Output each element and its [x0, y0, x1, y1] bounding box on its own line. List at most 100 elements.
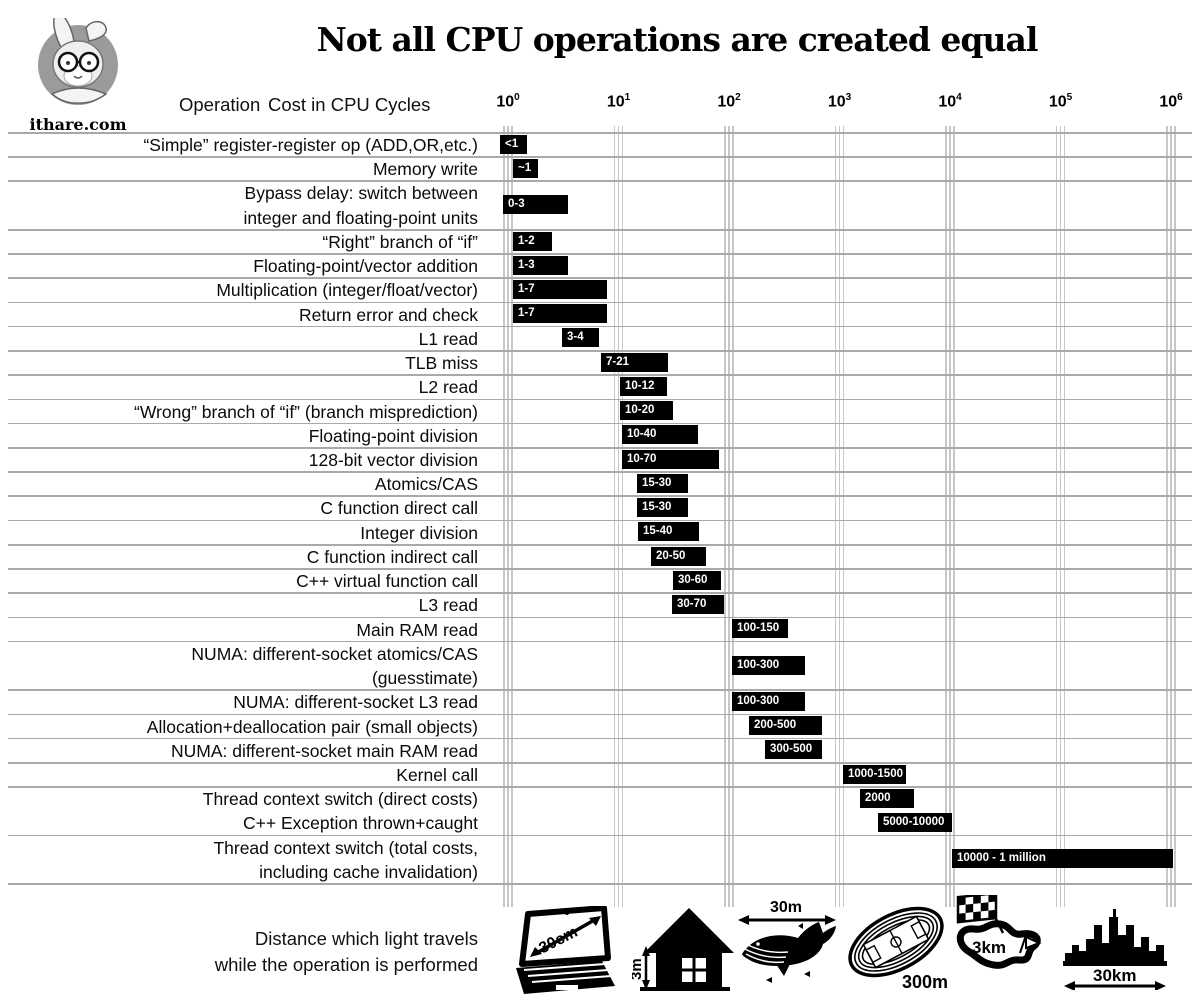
cost-bar: 15-30	[637, 473, 688, 493]
bar-range-label: 300-500	[770, 743, 813, 756]
operation-label: Multiplication (integer/float/vector)	[216, 280, 478, 301]
bar-range-label: 1-7	[518, 307, 535, 320]
row-divider	[8, 761, 1192, 764]
bar-range-label: 30-70	[677, 597, 707, 610]
operation-label: NUMA: different-socket L3 read	[233, 692, 478, 713]
decade-gridline	[613, 126, 616, 907]
cost-bar: 10-40	[622, 425, 698, 445]
row-divider	[8, 301, 1192, 304]
decade-gridline	[842, 126, 845, 907]
bar-range-label: ~1	[518, 161, 532, 174]
cost-bar: 2000	[860, 788, 914, 808]
cost-bar: 30-60	[673, 570, 721, 590]
cost-bar: 1-7	[513, 279, 607, 299]
cost-column-header: Cost in CPU Cycles	[268, 94, 431, 115]
light-distance-caption: Distance which light travels while the o…	[8, 926, 478, 978]
operation-label: including cache invalidation)	[259, 861, 478, 882]
operation-label: L3 read	[418, 595, 478, 616]
row-divider	[8, 398, 1192, 401]
operation-label: integer and floating-point units	[243, 207, 478, 228]
operation-label: “Simple” register-register op (ADD,OR,et…	[143, 135, 478, 155]
row-divider	[8, 277, 1192, 279]
row-divider	[8, 422, 1192, 425]
bar-range-label: 200-500	[754, 719, 797, 732]
operation-label: C++ Exception thrown+caught	[243, 813, 478, 834]
row-divider	[8, 592, 1192, 594]
axis-tick-label: 102	[717, 92, 741, 111]
operation-label: Kernel call	[396, 764, 478, 785]
cost-bar: 30-70	[672, 594, 724, 614]
decade-gridline	[1063, 126, 1066, 907]
city-distance-label: 30km	[1093, 966, 1136, 985]
operation-label: Main RAM read	[356, 619, 478, 640]
decade-gridline	[732, 126, 734, 907]
operation-column-header: Operation	[179, 94, 261, 115]
race-track-icon: 3km	[956, 895, 1042, 969]
bar-range-label: 15-40	[643, 525, 673, 538]
axis-tick-label: 101	[606, 92, 631, 111]
decade-gridline	[728, 126, 730, 907]
cost-bar: 10-20	[620, 401, 673, 421]
operation-label: Thread context switch (direct costs)	[202, 789, 478, 810]
row-divider	[8, 156, 1192, 158]
decade-gridline	[949, 126, 951, 907]
decade-gridline	[945, 126, 947, 907]
decade-gridline	[507, 126, 509, 907]
operation-label: Thread context switch (total costs,	[213, 837, 478, 858]
caption-line-2: while the operation is performed	[214, 954, 478, 975]
operation-label: Floating-point/vector addition	[253, 256, 478, 277]
axis-tick-label: 100	[496, 92, 520, 111]
bar-range-label: 30-60	[678, 573, 708, 586]
decade-gridline	[1055, 126, 1058, 907]
operation-label: Integer division	[360, 522, 478, 543]
row-divider	[8, 446, 1192, 449]
operation-label: Memory write	[372, 159, 478, 180]
bar-range-label: 10-40	[627, 428, 657, 441]
bar-range-label: 1-3	[518, 258, 535, 271]
decade-gridline	[1166, 126, 1168, 907]
city-skyline-icon: 30km	[1063, 909, 1167, 990]
stadium-icon: 300m	[848, 906, 948, 992]
caption-line-1: Distance which light travels	[254, 928, 478, 949]
cost-bar: 10-12	[620, 376, 667, 396]
operation-label: L2 read	[418, 377, 478, 398]
cost-bar: 10-70	[622, 449, 719, 469]
decade-gridline	[503, 126, 505, 907]
bar-range-label: 1-7	[518, 282, 535, 295]
ithare-logo: ithare.com	[28, 12, 128, 134]
axis-tick-label: 105	[1048, 92, 1073, 111]
operation-label: “Right” branch of “if”	[322, 231, 478, 252]
whale-distance-label: 30m	[770, 899, 802, 916]
operation-label: Atomics/CAS	[374, 474, 478, 495]
cost-bar: 3-4	[562, 328, 599, 348]
cost-bar: 1-2	[513, 231, 552, 251]
bar-range-label: 5000-10000	[883, 816, 945, 829]
bar-range-label: 15-30	[642, 476, 672, 489]
row-divider	[8, 253, 1192, 255]
operation-label: L1 read	[418, 328, 478, 349]
bar-range-label: 10-12	[625, 379, 655, 392]
cost-bar: <1	[500, 134, 527, 154]
bar-range-label: 100-150	[737, 622, 780, 635]
cost-bar: 100-150	[732, 619, 788, 639]
row-divider	[8, 568, 1192, 570]
checkered-flag	[956, 895, 1005, 934]
row-divider	[8, 228, 1192, 231]
row-divider	[8, 495, 1192, 498]
row-divider	[8, 374, 1192, 376]
bar-range-label: 15-30	[642, 501, 672, 514]
cost-bar: 0-3	[503, 195, 568, 215]
operation-label: Allocation+deallocation pair (small obje…	[146, 716, 478, 737]
operation-label: Bypass delay: switch between	[244, 183, 478, 204]
decade-gridline	[617, 126, 620, 907]
row-divider	[8, 737, 1192, 740]
cost-bar: 15-40	[638, 522, 699, 542]
decade-gridline	[1174, 126, 1176, 907]
decade-gridline	[834, 126, 837, 907]
axis-tick-label: 106	[1159, 92, 1183, 111]
operation-label: 128-bit vector division	[308, 449, 478, 470]
decade-gridline	[621, 126, 624, 907]
row-divider	[8, 640, 1192, 643]
bar-range-label: 1-2	[518, 234, 535, 247]
